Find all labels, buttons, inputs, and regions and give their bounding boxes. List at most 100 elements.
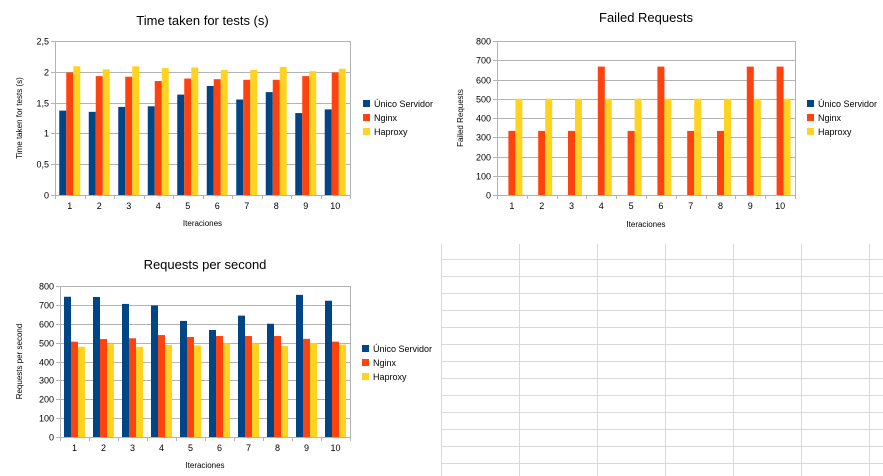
bar-haproxy-7[interactable] [250,69,258,195]
bar-nginx-3[interactable] [568,130,575,195]
bar-unico-servidor-7[interactable] [238,315,245,437]
chart-time-taken[interactable]: Time taken for tests (s) 0 0,5 1 1,5 2 2,5 1 2 3 4… [0,0,440,238]
x-tick-label: 2 [539,201,544,211]
bar-unico-servidor-8[interactable] [265,92,273,195]
bar-nginx-6[interactable] [216,336,223,437]
bar-haproxy-5[interactable] [194,345,201,437]
bar-unico-servidor-4[interactable] [147,106,155,195]
chart-failed-requests[interactable]: Failed Requests 0 100 200 300 400 500 600 700 800… [441,0,883,238]
bar-haproxy-9[interactable] [309,71,317,195]
x-tick-label: 4 [156,201,161,211]
bar-nginx-10[interactable] [776,66,784,195]
bar-haproxy-4[interactable] [165,344,172,437]
bar-haproxy-8[interactable] [281,346,288,437]
bar-haproxy-9[interactable] [753,98,761,195]
bar-unico-servidor-5[interactable] [177,94,185,195]
bar-nginx-9[interactable] [302,76,310,195]
bar-haproxy-8[interactable] [724,98,731,195]
x-tick-label: 5 [185,201,190,211]
bar-nginx-7[interactable] [243,79,251,195]
bar-nginx-6[interactable] [213,79,221,195]
legend-swatch-nginx [362,359,369,366]
bar-nginx-2[interactable] [95,76,103,195]
bar-haproxy-3[interactable] [132,66,140,195]
bar-haproxy-7[interactable] [252,343,259,437]
bar-nginx-7[interactable] [245,336,252,437]
bar-unico-servidor-10[interactable] [325,300,332,437]
x-tick-label: 8 [718,201,723,211]
bar-unico-servidor-9[interactable] [296,294,303,437]
bar-haproxy-1[interactable] [515,98,523,195]
bar-haproxy-6[interactable] [664,98,672,195]
bar-unico-servidor-9[interactable] [295,113,303,195]
bar-haproxy-4[interactable] [161,68,169,195]
bar-unico-servidor-10[interactable] [324,109,332,195]
bar-haproxy-8[interactable] [279,66,287,195]
legend-swatch-unico-servidor [807,100,814,107]
bar-nginx-3[interactable] [129,338,136,437]
bar-haproxy-3[interactable] [136,346,143,437]
bar-nginx-1[interactable] [71,341,78,437]
bar-unico-servidor-3[interactable] [118,106,126,195]
bar-nginx-8[interactable] [272,79,280,195]
bar-haproxy-2[interactable] [102,69,110,195]
bar-unico-servidor-3[interactable] [122,303,129,437]
bar-nginx-9[interactable] [303,338,310,437]
legend-swatch-unico-servidor [362,345,369,352]
x-axis-title: Iteraciones [183,219,222,228]
bar-haproxy-6[interactable] [223,343,230,437]
bar-haproxy-1[interactable] [73,66,81,195]
bar-unico-servidor-8[interactable] [267,323,274,437]
chart-title: Time taken for tests (s) [136,13,268,28]
bar-nginx-5[interactable] [627,130,635,195]
legend-swatch-unico-servidor [363,100,370,107]
bar-nginx-1[interactable] [66,72,74,195]
bar-nginx-9[interactable] [746,66,754,195]
x-tick-label: 7 [246,443,251,453]
bar-nginx-2[interactable] [538,130,546,195]
bar-nginx-5[interactable] [184,78,192,195]
bar-haproxy-10[interactable] [339,344,346,437]
bar-haproxy-7[interactable] [694,98,702,195]
bar-nginx-2[interactable] [100,339,107,437]
bar-nginx-7[interactable] [687,130,695,195]
bar-nginx-8[interactable] [717,130,724,195]
bar-haproxy-2[interactable] [545,98,553,195]
bar-unico-servidor-1[interactable] [64,296,71,437]
bar-nginx-3[interactable] [125,76,133,195]
bar-haproxy-3[interactable] [575,98,582,195]
bar-haproxy-6[interactable] [220,69,228,195]
bar-unico-servidor-2[interactable] [88,111,96,195]
bar-haproxy-4[interactable] [604,98,612,195]
bar-unico-servidor-5[interactable] [180,320,187,437]
bar-unico-servidor-4[interactable] [151,305,158,437]
bar-haproxy-2[interactable] [107,344,114,437]
bar-nginx-4[interactable] [158,335,165,437]
bar-nginx-6[interactable] [657,66,665,195]
bar-haproxy-5[interactable] [191,67,199,195]
bar-haproxy-9[interactable] [310,343,317,437]
chart-requests-per-second[interactable]: Requests per second 0 100 200 300 400 500 600 70… [0,244,440,476]
bar-nginx-8[interactable] [274,336,281,437]
bar-nginx-10[interactable] [332,341,339,437]
x-tick-label: 6 [217,443,222,453]
bar-haproxy-10[interactable] [338,68,346,195]
bar-nginx-4[interactable] [154,81,162,195]
bar-nginx-4[interactable] [597,66,605,195]
bar-nginx-1[interactable] [508,130,516,195]
bar-unico-servidor-2[interactable] [93,296,100,437]
bar-unico-servidor-6[interactable] [209,329,216,437]
x-axis-title: Iteraciones [185,461,224,470]
bar-unico-servidor-1[interactable] [59,110,67,195]
bar-unico-servidor-6[interactable] [206,85,214,195]
x-tick-label: 3 [569,201,574,211]
x-tick-label: 9 [748,201,753,211]
bar-haproxy-5[interactable] [634,98,642,195]
bar-haproxy-1[interactable] [78,346,85,437]
bar-haproxy-10[interactable] [783,98,791,195]
bar-nginx-5[interactable] [187,336,194,437]
bar-unico-servidor-7[interactable] [236,99,244,195]
bar-nginx-10[interactable] [331,72,339,195]
y-tick-label: 600 [476,76,491,86]
